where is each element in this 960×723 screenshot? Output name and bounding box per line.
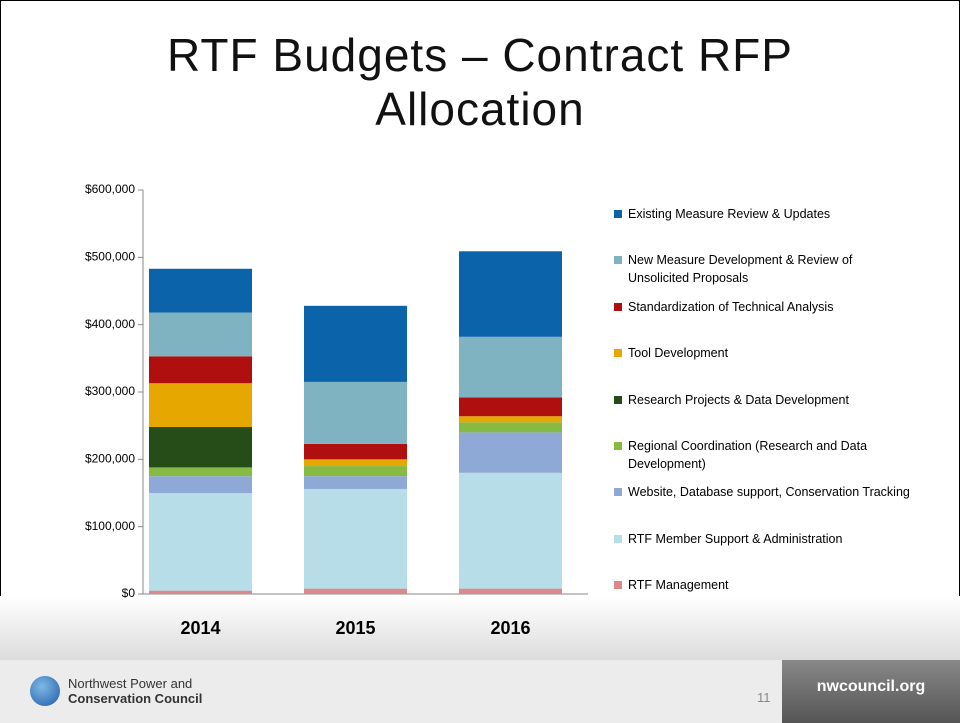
- legend-label: Research Projects & Data Development: [628, 392, 849, 407]
- bar-segment: [149, 493, 252, 591]
- bar-segment: [149, 356, 252, 384]
- legend-entry: Regional Coordination (Research and Data…: [614, 437, 914, 473]
- y-tick-label: $200,000: [85, 452, 135, 466]
- slide-title: RTF Budgets – Contract RFP Allocation: [167, 29, 793, 135]
- bar-segment: [459, 422, 562, 433]
- legend-entry: Standardization of Technical Analysis: [614, 298, 914, 316]
- legend-label: Regional Coordination (Research and Data…: [628, 439, 868, 471]
- y-tick-label: $0: [122, 586, 136, 600]
- bar-segment: [459, 432, 562, 473]
- legend-entry: Tool Development: [614, 344, 914, 362]
- logo-line: Northwest Power and: [68, 676, 193, 691]
- y-tick-label: $300,000: [85, 384, 135, 398]
- legend-entry: New Measure Development & Review of Unso…: [614, 251, 914, 287]
- bar-segment: [459, 416, 562, 423]
- legend-entry: RTF Management: [614, 576, 914, 594]
- bar-segment: [149, 383, 252, 428]
- y-tick-label: $400,000: [85, 317, 135, 331]
- legend-label: Tool Development: [628, 346, 729, 361]
- bar-segment: [459, 336, 562, 398]
- legend-swatch: [614, 395, 622, 404]
- bar-segment: [304, 588, 407, 594]
- legend-swatch: [614, 442, 622, 450]
- bar-segment: [304, 381, 407, 444]
- legend-swatch: [614, 581, 622, 590]
- legend-label: Website, Database support, Conservation …: [628, 485, 910, 500]
- page-number: 11: [757, 690, 771, 705]
- x-tick-label: 2015: [335, 618, 375, 638]
- legend-swatch: [614, 349, 622, 358]
- bar-segment: [304, 488, 407, 589]
- legend-label: New Measure Development & Review of Unso…: [628, 253, 853, 286]
- bar-segment: [304, 305, 407, 382]
- bar-segment: [304, 476, 407, 489]
- y-tick-label: $600,000: [85, 182, 135, 196]
- bar-segment: [149, 268, 252, 313]
- site-link: nwcouncil.org: [782, 660, 960, 723]
- legend-entry: Website, Database support, Conservation …: [614, 483, 914, 501]
- logo-text: Northwest Power and Conservation Council: [68, 676, 202, 706]
- y-tick-label: $500,000: [85, 250, 135, 264]
- bar-segment: [149, 427, 252, 468]
- bar-segment: [459, 251, 562, 337]
- legend-swatch: [614, 488, 622, 497]
- legend-label: RTF Member Support & Administration: [628, 531, 843, 546]
- bar-segment: [149, 467, 252, 477]
- legend-swatch: [614, 256, 622, 265]
- logo-line: Conservation Council: [68, 691, 203, 706]
- bar-segment: [149, 312, 252, 357]
- legend-swatch: [614, 210, 622, 218]
- bar-segment: [459, 397, 562, 417]
- bar-segment: [149, 590, 252, 594]
- bar-segment: [149, 476, 252, 493]
- legend-label: Standardization of Technical Analysis: [628, 299, 834, 314]
- bar-segment: [304, 459, 407, 467]
- legend-swatch: [614, 302, 622, 311]
- logo-icon: [30, 676, 60, 706]
- x-tick-label: 2014: [180, 618, 220, 638]
- footer-fade: [0, 596, 960, 660]
- x-tick-label: 2016: [490, 618, 530, 638]
- legend-label: Existing Measure Review & Updates: [628, 207, 831, 221]
- y-tick-label: $100,000: [85, 519, 135, 533]
- bar-segment: [459, 472, 562, 589]
- bar-segment: [304, 466, 407, 477]
- legend-entry: Research Projects & Data Development: [614, 391, 914, 409]
- bar-segment: [459, 588, 562, 594]
- bar-segment: [304, 443, 407, 460]
- legend-entry: Existing Measure Review & Updates: [614, 205, 914, 223]
- legend-swatch: [614, 534, 622, 543]
- legend-entry: RTF Member Support & Administration: [614, 530, 914, 548]
- legend-label: RTF Management: [628, 578, 729, 593]
